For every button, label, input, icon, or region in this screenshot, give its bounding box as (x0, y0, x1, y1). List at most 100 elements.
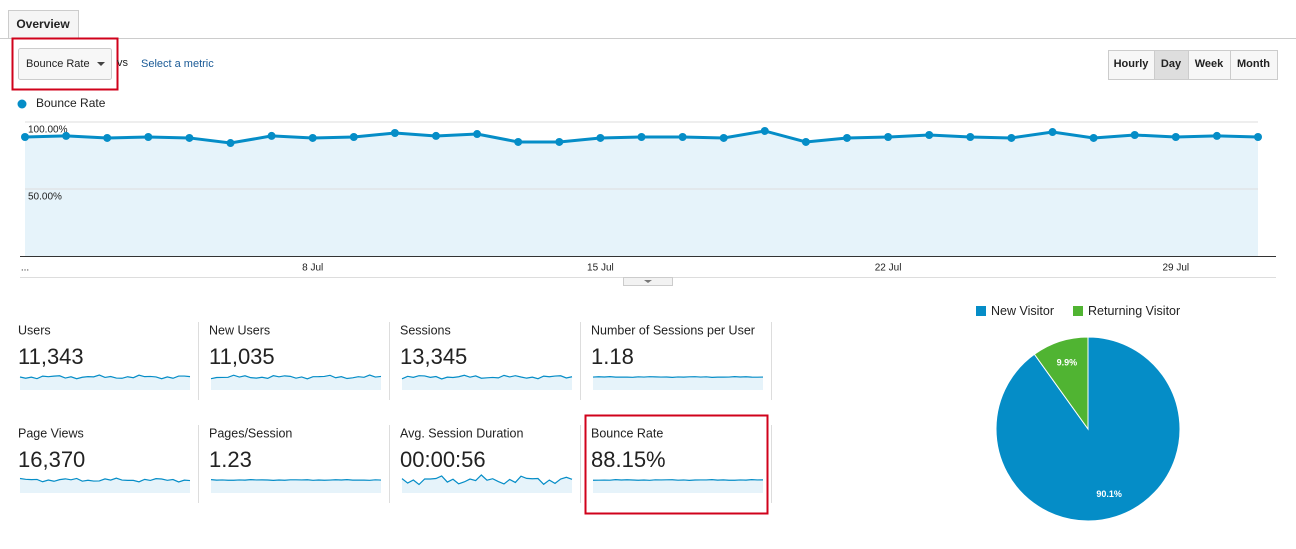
pie-slice (1033, 336, 1089, 431)
granularity-button[interactable] (1108, 50, 1155, 80)
data-point (267, 131, 276, 140)
sparkline-area (20, 375, 190, 390)
sparkline-area (593, 479, 763, 493)
data-point (103, 133, 112, 142)
metric-label: Page Views (18, 426, 84, 440)
slice-label: 9.9% (1057, 358, 1078, 368)
metric-value: 88.15% (591, 447, 666, 472)
sparkline-area (211, 375, 381, 390)
sparkline (210, 374, 382, 380)
metric-value: 11,343 (18, 344, 84, 369)
granularity-label: Hourly (1114, 58, 1150, 70)
highlight-box (584, 414, 769, 515)
data-point (1048, 128, 1057, 137)
sparkline (401, 474, 573, 486)
granularity-label: Week (1195, 58, 1224, 70)
data-point (349, 133, 358, 142)
y-tick-label: 100.00% (28, 125, 68, 136)
sparkline-area (402, 375, 572, 390)
metric-label: Number of Sessions per User (591, 323, 755, 337)
data-point (760, 126, 769, 135)
sparkline-area (402, 475, 572, 493)
x-tick-label: ... (21, 263, 29, 274)
data-point (1254, 133, 1262, 142)
metric-dropdown[interactable] (18, 48, 112, 80)
legend-marker (17, 99, 27, 109)
metric-tiles: Users 11,343 New Users 11,035 Sessions 13,345… (18, 322, 772, 503)
sparkline-area (20, 478, 190, 493)
metric-value: 11,035 (209, 344, 275, 369)
data-point (637, 133, 646, 142)
metric-label: Pages/Session (209, 426, 292, 440)
data-point (473, 130, 482, 139)
sparkline (19, 374, 191, 380)
granularity-button[interactable] (1230, 50, 1278, 80)
metric-label: New Users (209, 323, 270, 337)
data-point (514, 137, 523, 146)
granularity-button[interactable] (1154, 50, 1189, 80)
dropdown-label: Bounce Rate (26, 58, 90, 70)
data-point (432, 131, 440, 140)
data-point (966, 133, 975, 142)
sparkline (210, 479, 382, 481)
data-point (801, 137, 810, 146)
metric-value: 13,345 (400, 344, 467, 369)
granularity-group: Hourly Day Week Month (1108, 50, 1278, 80)
legend-label: Bounce Rate (36, 96, 106, 110)
legend-swatch (1073, 306, 1083, 316)
data-point (678, 133, 687, 142)
data-point (1130, 130, 1139, 139)
metric-label: Users (18, 323, 51, 337)
vs-label: vs (117, 57, 129, 69)
data-point (925, 130, 934, 139)
granularity-label: Month (1237, 58, 1270, 70)
data-point (226, 139, 235, 148)
collapse-arrow (644, 280, 652, 283)
data-point (390, 128, 399, 137)
metric-label: Avg. Session Duration (400, 426, 523, 440)
tab-label: Overview (16, 17, 70, 31)
metric-value: 1.23 (209, 447, 252, 472)
data-point (144, 133, 153, 142)
highlight-box (11, 37, 119, 91)
x-tick-label: 8 Jul (302, 263, 323, 274)
sparkline (401, 374, 573, 380)
sparkline (592, 479, 764, 481)
sparkline (592, 376, 764, 378)
metric-value: 1.18 (591, 344, 634, 369)
metric-value: 00:00:56 (400, 447, 486, 472)
data-point (596, 133, 605, 142)
metric-label: Sessions (400, 323, 451, 337)
slice-label: 90.1% (1096, 489, 1122, 499)
data-point (62, 131, 71, 140)
granularity-label: Day (1161, 58, 1182, 70)
data-point (1171, 133, 1180, 142)
data-point (1007, 133, 1016, 142)
sparkline-area (593, 376, 763, 390)
sparkline-area (211, 479, 381, 493)
select-metric-link[interactable]: Select a metric (141, 58, 214, 70)
data-point (1212, 131, 1221, 140)
legend-label: Returning Visitor (1088, 304, 1180, 318)
x-tick-label: 22 Jul (875, 263, 902, 274)
data-point (884, 133, 893, 142)
line-chart: 50.00% 100.00%... 8 Jul 15 Jul 22 Jul 29 Jul B… (17, 96, 1276, 278)
data-point (185, 133, 194, 142)
sparkline (19, 477, 191, 483)
y-tick-label: 50.00% (28, 192, 62, 203)
x-tick-label: 29 Jul (1162, 263, 1189, 274)
data-point (555, 137, 564, 146)
dropdown-arrow (97, 62, 105, 66)
metric-label: Bounce Rate (591, 426, 663, 440)
legend-label: New Visitor (991, 304, 1054, 318)
data-point (308, 133, 317, 142)
area-fill (25, 130, 1258, 256)
data-point (843, 133, 851, 142)
data-point (21, 133, 29, 142)
data-point (1089, 133, 1098, 142)
x-tick-label: 15 Jul (587, 263, 614, 274)
legend-swatch (976, 306, 986, 316)
data-point (719, 133, 728, 142)
pie-chart: 90.1% New Visitor 9.9% Returning Visitor (976, 304, 1181, 522)
